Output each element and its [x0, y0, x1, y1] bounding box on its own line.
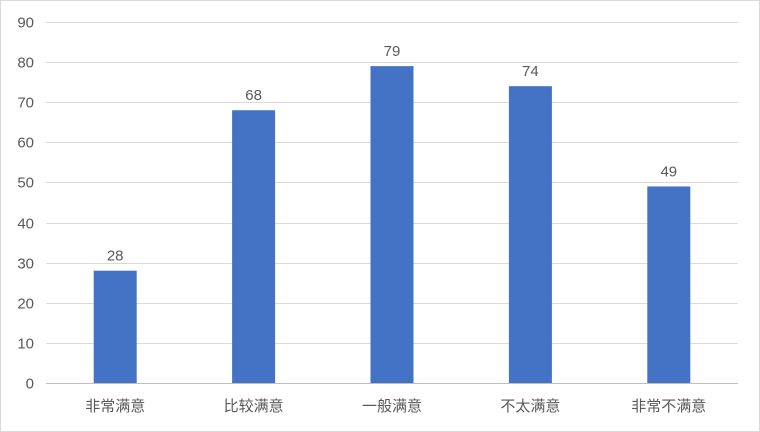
- data-label: 74: [522, 63, 539, 80]
- x-category-label: 不太满意: [500, 397, 560, 415]
- bar: [93, 270, 137, 383]
- data-label: 49: [660, 163, 677, 180]
- y-tick-label: 20: [17, 296, 34, 313]
- data-label: 28: [107, 248, 124, 265]
- y-tick-label: 70: [17, 95, 34, 112]
- y-tick-label: 40: [17, 216, 34, 233]
- y-axis-ticks: 0 10 20 30 40 50 60 70 80 90: [17, 15, 34, 393]
- bar: [508, 86, 552, 383]
- y-tick-label: 0: [26, 376, 34, 393]
- bars: [93, 66, 691, 383]
- y-tick-label: 10: [17, 336, 34, 353]
- y-tick-label: 60: [17, 135, 34, 152]
- y-tick-label: 50: [17, 175, 34, 192]
- y-tick-label: 30: [17, 256, 34, 273]
- bar: [370, 66, 414, 383]
- x-category-label: 非常满意: [85, 397, 145, 415]
- x-category-label: 比较满意: [224, 397, 284, 415]
- x-category-label: 非常不满意: [631, 397, 706, 415]
- bar: [232, 110, 276, 383]
- x-category-label: 一般满意: [362, 397, 422, 415]
- bar: [647, 186, 691, 383]
- x-axis-categories: 非常满意 比较满意 一般满意 不太满意 非常不满意: [85, 397, 706, 415]
- data-label: 79: [384, 43, 401, 60]
- y-tick-label: 80: [17, 55, 34, 72]
- data-labels: 28 68 79 74 49: [107, 43, 677, 265]
- gridlines: [46, 22, 738, 384]
- data-label: 68: [245, 87, 262, 104]
- y-tick-label: 90: [17, 15, 34, 32]
